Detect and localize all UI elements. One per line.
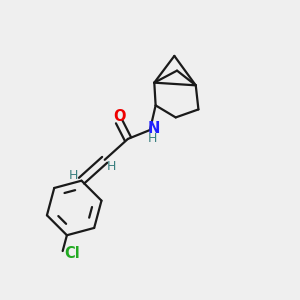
Text: H: H [68,169,78,182]
Text: N: N [148,121,160,136]
Text: H: H [148,132,158,145]
Text: Cl: Cl [64,246,80,261]
Text: H: H [106,160,116,173]
Text: O: O [113,109,126,124]
